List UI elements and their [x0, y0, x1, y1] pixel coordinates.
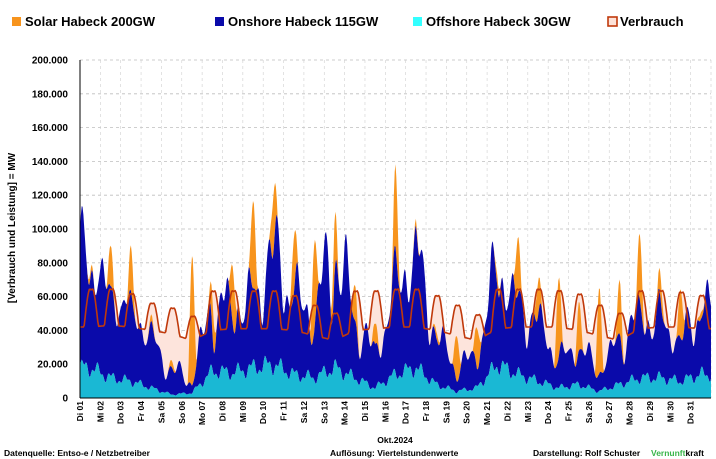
x-tick-label: Mi 30 [665, 401, 675, 423]
y-tick-label: 140.000 [32, 157, 69, 168]
x-tick-label: Mo 07 [197, 401, 207, 425]
x-tick-label: So 13 [319, 401, 329, 424]
y-tick-label: 180.000 [32, 89, 69, 100]
x-tick-label: Sa 26 [584, 401, 594, 423]
y-tick-label: 80.000 [37, 258, 68, 269]
x-ticks: Di 01 Mi 02 Do 03 Fr 04 Sa 05 So 06 Mo 07 Di 08… [75, 401, 696, 425]
x-tick-label: Do 31 [686, 401, 696, 424]
x-tick-label: So 27 [604, 401, 614, 424]
y-tick-label: 120.000 [32, 191, 69, 202]
x-tick-label: Di 15 [360, 401, 370, 422]
x-tick-label: Do 03 [116, 401, 126, 424]
legend-solar-swatch [12, 17, 21, 26]
x-tick-label: Mo 21 [482, 401, 492, 425]
y-ticks: 0 20.000 40.000 60.000 80.000 100.000 120.000 1… [32, 56, 69, 405]
x-tick-label: Fr 18 [421, 401, 431, 422]
footer-resolution: Auflösung: Viertelstundenwerte [330, 448, 459, 458]
legend-offshore-swatch [413, 17, 422, 26]
x-tick-label: Di 08 [218, 401, 228, 422]
legend-verbrauch-label: Verbrauch [620, 14, 684, 29]
x-tick-label: Mo 14 [340, 401, 350, 425]
footer-brand: Vernunftkraft [651, 448, 704, 458]
x-tick-label: Sa 12 [299, 401, 309, 423]
x-tick-label: Do 17 [401, 401, 411, 424]
verbrauch-line [80, 288, 711, 340]
footer-source: Datenquelle: Entso-e / Netzbetreiber [4, 448, 151, 458]
y-axis-title: [Verbrauch und Leistung] = MW [7, 152, 18, 303]
footer-brand-green: Vernunft [651, 448, 686, 458]
y-tick-label: 0 [62, 394, 68, 405]
offshore-area [80, 355, 711, 398]
x-tick-label: Mi 02 [95, 401, 105, 423]
y-tick-label: 100.000 [32, 225, 69, 236]
x-axis-title: Okt.2024 [377, 435, 413, 445]
x-tick-label: Fr 25 [564, 401, 574, 422]
onshore-area [80, 206, 711, 396]
footer-author: Darstellung: Rolf Schuster [533, 448, 641, 458]
y-tick-label: 20.000 [37, 360, 68, 371]
y-tick-label: 40.000 [37, 326, 68, 337]
x-tick-label: Di 22 [503, 401, 513, 422]
axes [79, 60, 711, 399]
x-tick-label: So 06 [177, 401, 187, 424]
x-tick-label: Mi 16 [380, 401, 390, 423]
y-tick-label: 60.000 [37, 292, 68, 303]
solar-area [80, 164, 711, 386]
series-areas [80, 164, 711, 398]
grid [79, 59, 712, 399]
x-tick-label: Fr 11 [279, 401, 289, 421]
legend-solar-label: Solar Habeck 200GW [25, 14, 156, 29]
x-tick-label: Sa 19 [441, 401, 451, 423]
x-tick-label: Fr 04 [136, 401, 146, 422]
x-tick-label: Di 01 [75, 401, 85, 422]
legend: Solar Habeck 200GW Onshore Habeck 115GW … [12, 14, 684, 29]
legend-onshore-label: Onshore Habeck 115GW [228, 14, 379, 29]
x-tick-label: Do 10 [258, 401, 268, 424]
x-tick-label: Sa 05 [156, 401, 166, 423]
legend-verbrauch-swatch [607, 16, 618, 27]
legend-offshore-label: Offshore Habeck 30GW [426, 14, 571, 29]
x-tick-label: Do 24 [543, 401, 553, 424]
x-tick-label: Mi 23 [523, 401, 533, 423]
y-tick-label: 160.000 [32, 123, 69, 134]
x-tick-label: Di 29 [645, 401, 655, 422]
legend-onshore-swatch [215, 17, 224, 26]
x-tick-label: Mi 09 [238, 401, 248, 423]
x-tick-label: So 20 [462, 401, 472, 424]
y-tick-label: 200.000 [32, 56, 69, 67]
x-tick-label: Mo 28 [625, 401, 635, 425]
footer-brand-rest: kraft [685, 448, 704, 458]
